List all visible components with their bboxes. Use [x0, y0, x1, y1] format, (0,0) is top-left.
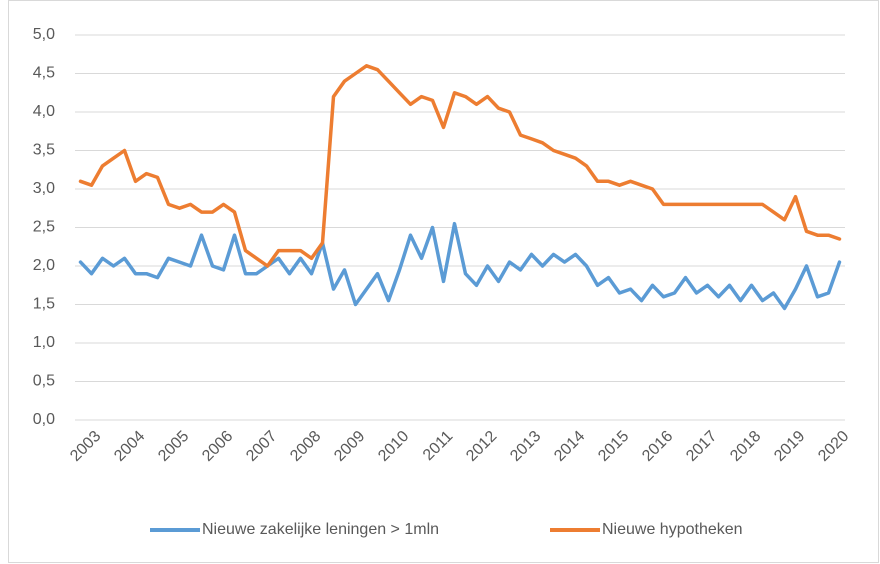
legend-label: Nieuwe hypotheken — [602, 521, 743, 538]
series-line — [78, 221, 842, 311]
y-tick-label: 4,5 — [33, 65, 55, 82]
y-tick-label: 2,0 — [33, 257, 55, 274]
legend-label: Nieuwe zakelijke leningen > 1mln — [202, 521, 439, 538]
y-tick-label: 2,5 — [33, 219, 55, 236]
y-tick-label: 4,0 — [33, 103, 55, 120]
y-tick-label: 1,5 — [33, 296, 55, 313]
y-tick-label: 5,0 — [33, 26, 55, 43]
y-tick-label: 0,0 — [33, 411, 55, 428]
y-tick-label: 1,0 — [33, 334, 55, 351]
y-tick-label: 3,0 — [33, 180, 55, 197]
y-tick-label: 3,5 — [33, 142, 55, 159]
series-line — [78, 64, 842, 268]
y-tick-label: 0,5 — [33, 373, 55, 390]
